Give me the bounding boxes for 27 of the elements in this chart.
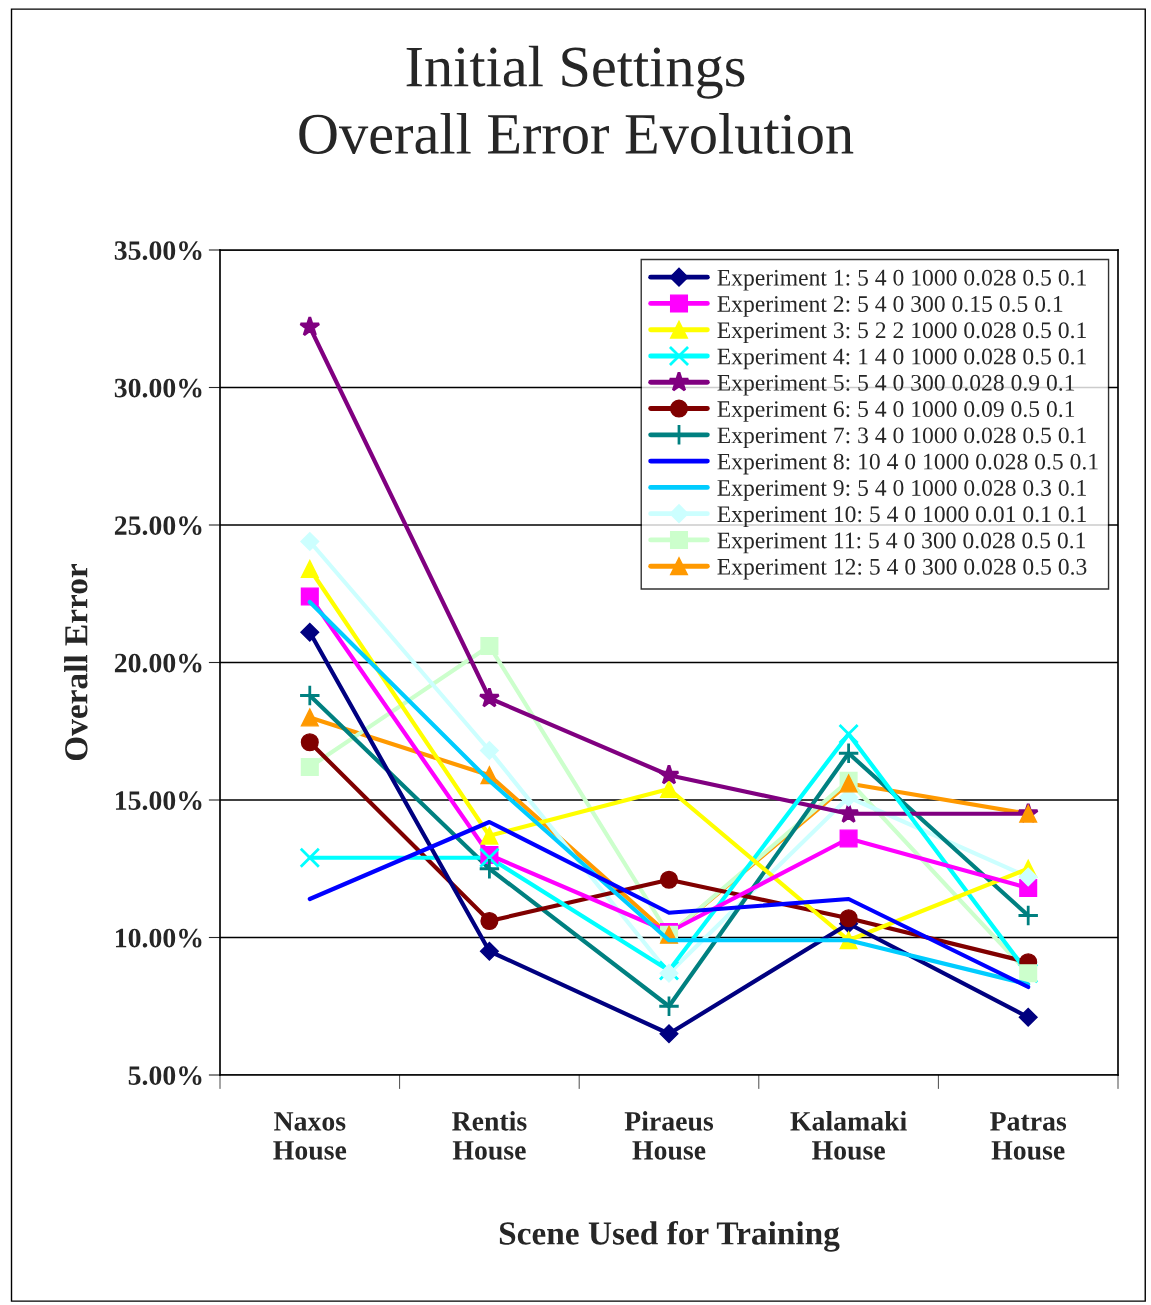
legend-label: Experiment 2: 5 4 0 300 0.15 0.5 0.1 — [717, 295, 1063, 317]
chart-title: Initial Settings Overall Error Evolution — [299, 45, 854, 154]
y-axis-title: Overall Error — [64, 564, 88, 761]
x-axis-title: Scene Used for Training — [499, 1220, 840, 1252]
y-tick-label: 25.00% — [114, 516, 202, 536]
legend-label: Experiment 12: 5 4 0 300 0.028 0.5 0.3 — [717, 558, 1087, 580]
y-tick-label: 5.00% — [128, 1066, 202, 1086]
x-tick-label: Piraeus House — [624, 1111, 714, 1160]
x-tick-label: Rentis House — [452, 1111, 527, 1160]
x-tick-label: Naxos House — [273, 1112, 347, 1160]
legend-label: Experiment 5: 5 4 0 300 0.028 0.9 0.1 — [717, 374, 1075, 396]
legend-label: Experiment 8: 10 4 0 1000 0.028 0.5 0.1 — [717, 453, 1098, 475]
y-tick-label: 15.00% — [115, 791, 202, 811]
y-tick-label: 10.00% — [115, 928, 202, 948]
legend-label: Experiment 9: 5 4 0 1000 0.028 0.3 0.1 — [717, 479, 1086, 501]
y-tick-label: 35.00% — [114, 241, 202, 261]
x-tick-label: Patras House — [990, 1112, 1067, 1160]
legend-label: Experiment 1: 5 4 0 1000 0.028 0.5 0.1 — [717, 269, 1086, 291]
x-tick-label: Kalamaki House — [790, 1111, 907, 1160]
legend-label: Experiment 4: 1 4 0 1000 0.028 0.5 0.1 — [717, 348, 1086, 370]
legend-label: Experiment 6: 5 4 0 1000 0.09 0.5 0.1 — [717, 401, 1075, 422]
legend-label: Experiment 3: 5 2 2 1000 0.028 0.5 0.1 — [717, 322, 1086, 343]
legend-label: Experiment 10: 5 4 0 1000 0.01 0.1 0.1 — [717, 506, 1086, 527]
y-tick-label: 30.00% — [114, 378, 202, 398]
legend-label: Experiment 7: 3 4 0 1000 0.028 0.5 0.1 — [717, 427, 1086, 449]
legend-label: Experiment 11: 5 4 0 300 0.028 0.5 0.1 — [717, 532, 1086, 554]
y-tick-label: 20.00% — [114, 653, 202, 673]
